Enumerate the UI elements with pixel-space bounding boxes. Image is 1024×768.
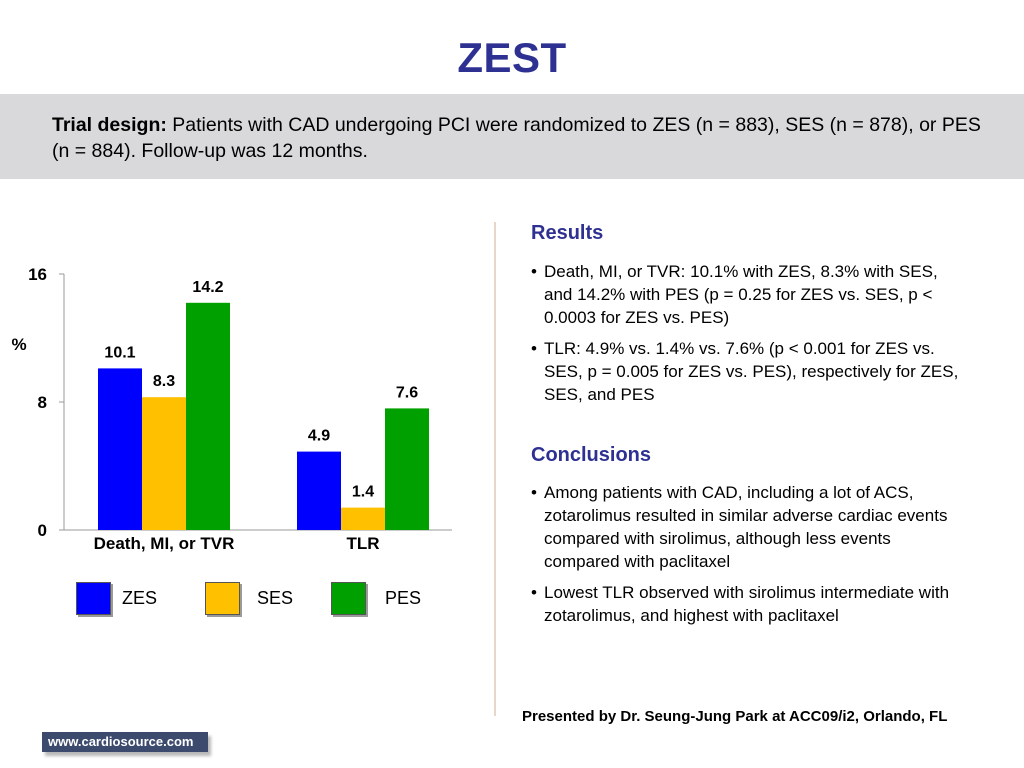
trial-design-text: Trial design: Patients with CAD undergoi… — [52, 112, 982, 164]
conclusions-list: Among patients with CAD, including a lot… — [531, 481, 961, 635]
legend-swatch — [205, 582, 240, 615]
y-tick-label: 0 — [38, 521, 47, 540]
legend-label: SES — [257, 588, 294, 608]
presenter-credit: Presented by Dr. Seung-Jung Park at ACC0… — [522, 708, 948, 725]
trial-design-description: Patients with CAD undergoing PCI were ra… — [52, 114, 981, 162]
conclusions-bullet: Lowest TLR observed with sirolimus inter… — [531, 581, 961, 627]
legend-swatch — [76, 582, 111, 615]
bar-ses — [341, 507, 385, 530]
bar-zes — [98, 368, 142, 530]
trial-design-label: Trial design: — [52, 114, 167, 136]
y-axis-label: % — [11, 335, 26, 354]
data-label: 1.4 — [352, 484, 374, 501]
y-tick-label: 8 — [38, 393, 47, 412]
source-link[interactable]: www.cardiosource.com — [42, 732, 208, 752]
conclusions-bullet: Among patients with CAD, including a lot… — [531, 481, 961, 573]
bar-ses — [142, 397, 186, 530]
legend-label: ZES — [122, 588, 158, 608]
results-bullet: Death, MI, or TVR: 10.1% with ZES, 8.3% … — [531, 260, 961, 329]
results-list: Death, MI, or TVR: 10.1% with ZES, 8.3% … — [531, 260, 961, 414]
results-heading: Results — [531, 222, 604, 244]
trial-design-band — [0, 94, 1024, 179]
data-label: 14.2 — [192, 279, 223, 296]
legend-label: PES — [385, 588, 422, 608]
bar-pes — [186, 302, 230, 530]
data-label: 8.3 — [153, 373, 175, 390]
chart-legend: ZES SES PES — [0, 580, 480, 620]
page-title: ZEST — [457, 34, 567, 81]
bar-pes — [385, 408, 429, 530]
bar-chart: 0 8 16% 10.1 8.3 14.2 Death, MI, or TVR 4.9 1.4 7… — [11, 265, 452, 553]
data-label: 7.6 — [396, 384, 418, 401]
legend-swatch — [331, 582, 366, 615]
conclusions-heading: Conclusions — [531, 444, 652, 466]
column-divider — [494, 222, 496, 716]
data-label: 10.1 — [104, 344, 135, 361]
results-bullet: TLR: 4.9% vs. 1.4% vs. 7.6% (p < 0.001 f… — [531, 337, 961, 406]
y-tick-label: 16 — [28, 265, 47, 284]
bar-zes — [297, 451, 341, 530]
data-label: 4.9 — [308, 428, 330, 445]
category-label: Death, MI, or TVR — [94, 534, 235, 553]
category-label: TLR — [346, 534, 379, 553]
